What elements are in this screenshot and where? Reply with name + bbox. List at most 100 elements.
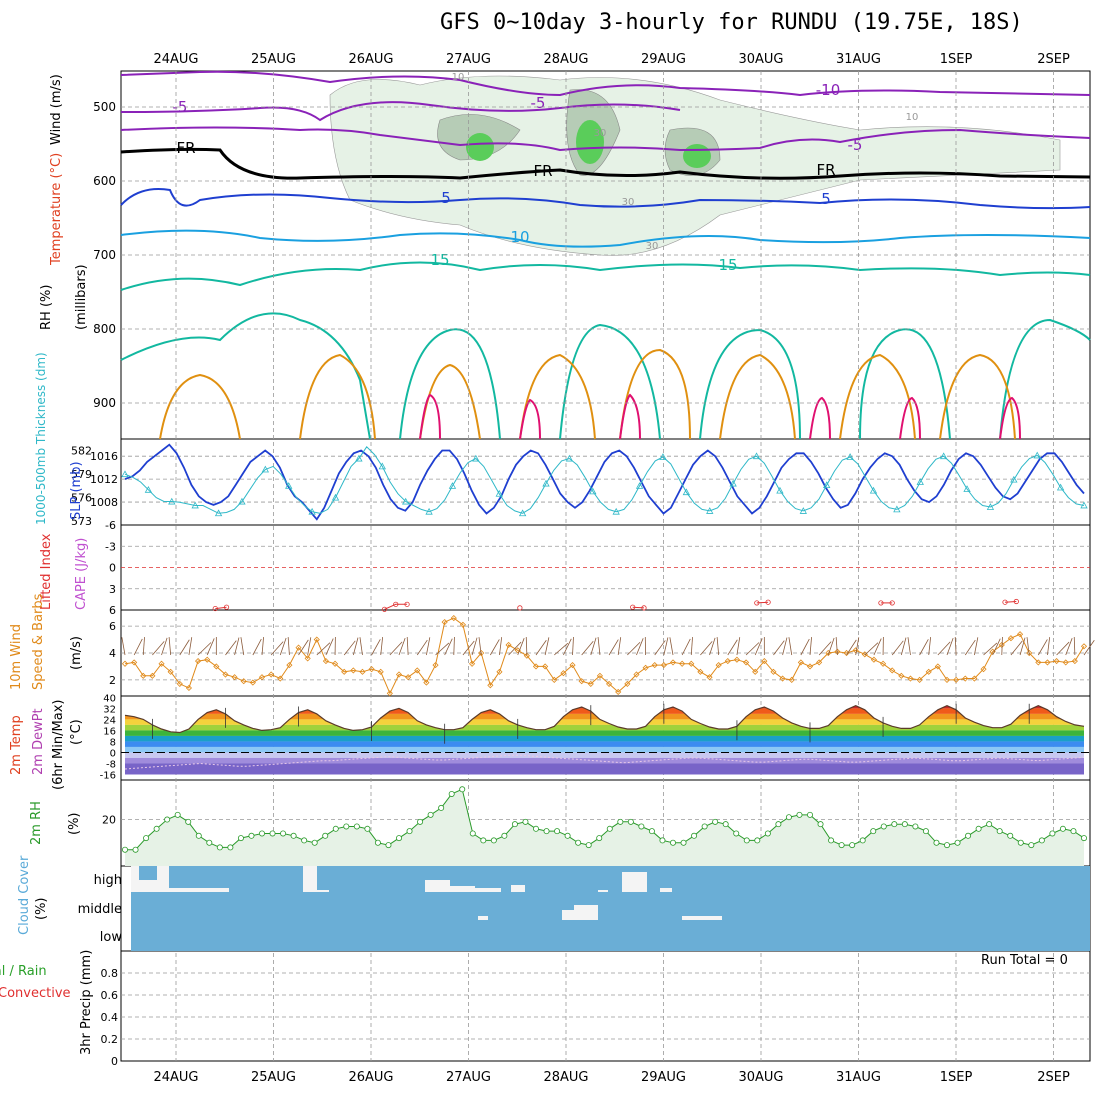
cloud-clear-block [169, 888, 229, 892]
wind-barb [727, 639, 738, 656]
rh-point [227, 844, 234, 851]
slp-tick-label: 1012 [90, 473, 118, 486]
wind-speed-point [578, 678, 585, 685]
wind-barb [1037, 639, 1048, 656]
rh-point [427, 811, 434, 818]
wind-barb [152, 641, 165, 656]
wind-barb [279, 637, 287, 656]
thickness-point [1010, 475, 1018, 483]
wind-speed-point [788, 676, 795, 683]
thickness-point [869, 486, 878, 494]
li-point [878, 600, 884, 606]
wind-speed-point [916, 676, 923, 683]
wind-speed-point [432, 662, 439, 669]
li-point [630, 604, 636, 610]
thickness-tick-label: 582 [71, 445, 92, 458]
temp-band [125, 752, 1084, 758]
rh-point [385, 842, 392, 849]
wind-barb [827, 637, 835, 656]
cloud-clear-block [562, 910, 574, 920]
wind-speed-point [1017, 631, 1024, 638]
rh-point [1007, 832, 1014, 839]
top-date-label: 28AUG [543, 52, 588, 67]
cloud-clear-block [139, 880, 157, 892]
rh-point [332, 825, 339, 832]
thickness-point [472, 454, 480, 462]
wind-barb [435, 642, 450, 656]
wind-speed-point [679, 660, 686, 667]
temp-tick-label: 0 [110, 748, 116, 759]
wind-speed-point [222, 671, 229, 678]
contour-label: 30 [594, 128, 607, 139]
rh-point [743, 837, 750, 844]
rh-point [280, 830, 287, 837]
precip-panel [120, 950, 1091, 1062]
wind-speed-point [1035, 659, 1042, 666]
thickness-point [214, 509, 223, 517]
vertical-gridlines [175, 71, 1054, 1061]
rh-point [1017, 839, 1024, 846]
rh-point [459, 786, 466, 793]
thickness-point [682, 488, 691, 496]
wind-speed-point [167, 668, 174, 675]
wind-speed-point [651, 662, 658, 669]
cloud-clear-block [660, 888, 672, 892]
cloud-clear-block [475, 888, 501, 892]
wind-contour-10 [120, 70, 1091, 97]
thickness-point [893, 505, 901, 513]
temp-tick-label: 32 [103, 704, 116, 715]
wind-barb [426, 637, 431, 656]
wind-barb [716, 637, 720, 656]
dewpt-line [124, 754, 1085, 770]
wind-speed-point [249, 679, 256, 686]
rh-point [701, 823, 708, 830]
thickness-point [846, 453, 854, 460]
cloud-level-label: low [100, 930, 123, 945]
li-point [381, 606, 388, 612]
wind-speed-point [733, 656, 740, 663]
wind-speed-point [131, 659, 138, 666]
wind-barb [544, 637, 550, 656]
wind-speed-point [341, 668, 348, 675]
rh-point [185, 818, 192, 825]
dewpt2m-label: 2m DewPt [31, 708, 46, 775]
wind10m-sub-label: Speed & Barbs [31, 593, 46, 690]
wind-barb [1026, 637, 1030, 656]
li-point [754, 600, 760, 606]
wind-speed-point [213, 663, 220, 670]
wind-barb [809, 637, 812, 656]
li-point [393, 601, 399, 607]
thickness-point [378, 462, 386, 470]
wind-speed-point [414, 667, 421, 674]
rh-point [206, 839, 213, 846]
thickness-point [495, 489, 503, 497]
rh2m-label: 2m RH [29, 801, 44, 845]
thickness-point [916, 478, 924, 485]
rh-point [1049, 830, 1056, 837]
cloud-clear-block [622, 872, 647, 892]
wind-speed-point [1044, 659, 1051, 666]
bottom-date-label: 26AUG [348, 1070, 393, 1085]
bottom-date-labels: 24AUG 25AUG 26AUG 27AUG 28AUG 29AUG 30AUG 31AUG… [153, 1070, 1069, 1085]
cloud-clear-block [425, 880, 450, 892]
rh-point [828, 837, 835, 844]
wind-speed-point [395, 671, 403, 678]
slp-tick-label: 1008 [90, 496, 118, 509]
contour-label: FR [533, 162, 552, 180]
wind-speed-point [889, 667, 896, 674]
rh-point [195, 832, 202, 839]
thickness-point [308, 507, 316, 515]
wind-speed-point [743, 659, 750, 666]
rh-point [775, 821, 782, 828]
thickness-point [776, 486, 784, 494]
contour-label: FR [816, 161, 835, 179]
wind-barb [179, 639, 190, 656]
wind-barb [992, 638, 1001, 656]
wind-speed-point [943, 676, 951, 683]
wind-barb [316, 642, 331, 656]
rh-point [617, 818, 624, 825]
wind-speed-point [322, 657, 329, 665]
cloud-label: Cloud Cover [17, 855, 32, 935]
thickness-point [659, 453, 667, 460]
wind-speed-point [1071, 657, 1078, 665]
